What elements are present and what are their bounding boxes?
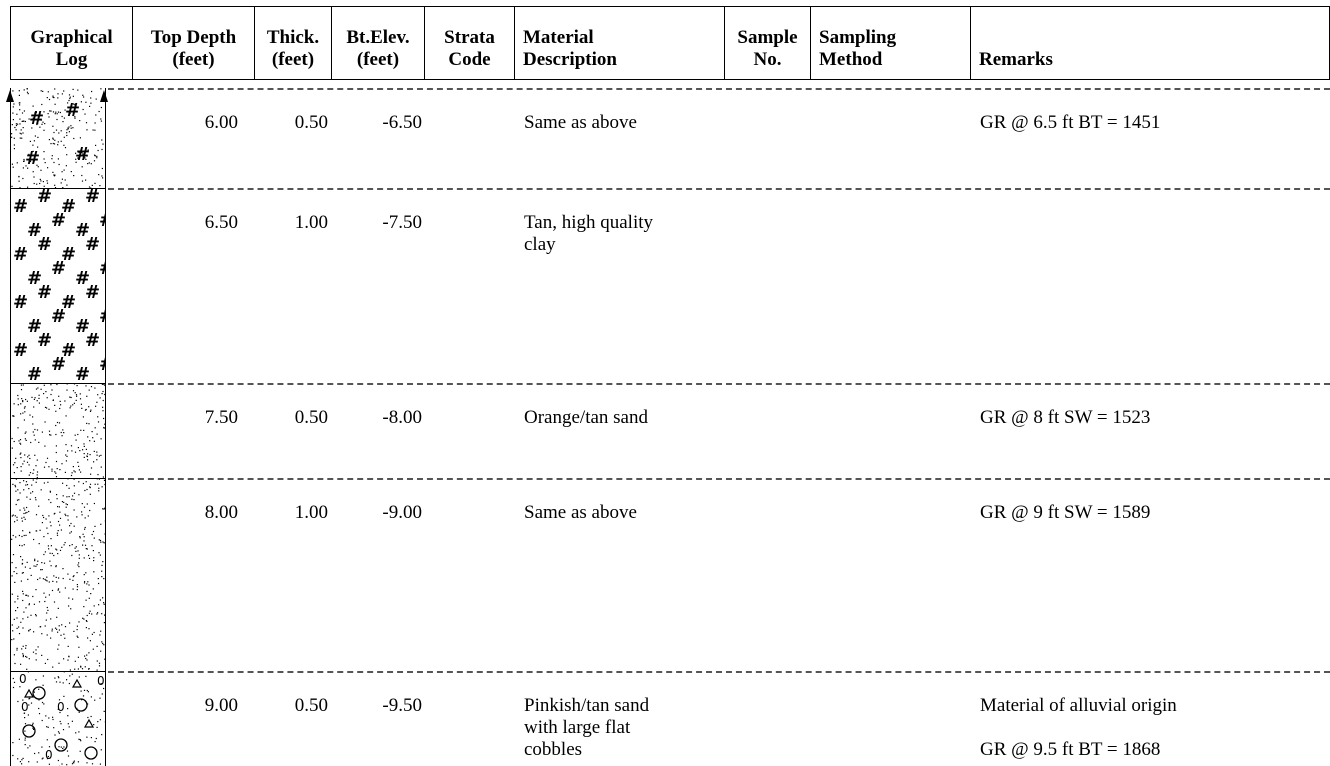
svg-text:#: # — [75, 316, 90, 337]
material-description-cell: Tan, high quality clay — [524, 212, 654, 255]
svg-text:#: # — [27, 364, 42, 383]
header-sample-no: Sample No. — [724, 6, 810, 80]
bottom-elevation-cell: -9.00 — [382, 502, 422, 523]
svg-text:#: # — [75, 364, 90, 383]
log-pattern-sand-hash: # # # # — [11, 88, 105, 189]
header-bottom-elevation: Bt.Elev. (feet) — [331, 6, 424, 80]
log-pattern-sand — [11, 478, 105, 672]
table-row: 9.00 0.50 -9.50 Pinkish/tan sand with la… — [0, 671, 1330, 766]
row-divider — [108, 671, 1330, 673]
svg-text:#: # — [13, 196, 28, 217]
svg-text:#: # — [99, 258, 105, 279]
header-graphical-log: Graphical Log — [10, 6, 132, 80]
svg-text:#: # — [85, 330, 100, 351]
svg-text:0: 0 — [19, 672, 27, 686]
svg-text:#: # — [37, 234, 52, 255]
material-description-cell: Pinkish/tan sand with large flat cobbles — [524, 695, 650, 760]
top-depth-cell: 7.50 — [204, 407, 238, 428]
svg-text:#: # — [75, 268, 90, 289]
thickness-cell: 0.50 — [294, 695, 328, 716]
remarks-cell-secondary: GR @ 9.5 ft BT = 1868 — [980, 739, 1161, 760]
svg-text:#: # — [65, 100, 80, 121]
bottom-elevation-cell: -6.50 — [382, 112, 422, 133]
svg-text:0: 0 — [45, 748, 53, 762]
bottom-elevation-cell: -9.50 — [382, 695, 422, 716]
remarks-cell: GR @ 6.5 ft BT = 1451 — [980, 112, 1161, 133]
row-divider — [108, 383, 1330, 385]
thickness-cell: 1.00 — [294, 212, 328, 233]
bottom-elevation-cell: -7.50 — [382, 212, 422, 233]
top-depth-cell: 9.00 — [204, 695, 238, 716]
log-table-header: Graphical Log Top Depth (feet) Thick. (f… — [0, 0, 1330, 88]
remarks-cell: GR @ 9 ft SW = 1589 — [980, 502, 1151, 523]
log-pattern-clay-hash: ################################ — [11, 188, 105, 384]
svg-text:#: # — [61, 340, 76, 361]
svg-text:#: # — [99, 210, 105, 231]
top-depth-cell: 6.50 — [204, 212, 238, 233]
svg-text:#: # — [51, 210, 66, 231]
svg-text:#: # — [27, 220, 42, 241]
svg-text:#: # — [25, 148, 40, 169]
bottom-elevation-cell: -8.00 — [382, 407, 422, 428]
log-pattern-sand — [11, 383, 105, 479]
log-table-body: #### ################################ 00… — [0, 88, 1330, 766]
thickness-cell: 1.00 — [294, 502, 328, 523]
svg-text:#: # — [75, 144, 90, 165]
header-strata-code: Strata Code — [424, 6, 514, 80]
svg-text:#: # — [13, 244, 28, 265]
table-row: 8.00 1.00 -9.00 Same as above GR @ 9 ft … — [0, 478, 1330, 671]
thickness-cell: 0.50 — [294, 112, 328, 133]
material-description-cell: Orange/tan sand — [524, 407, 648, 428]
svg-text:#: # — [99, 354, 105, 375]
svg-text:#: # — [99, 306, 105, 327]
svg-text:0: 0 — [57, 700, 65, 714]
svg-text:#: # — [37, 282, 52, 303]
svg-text:#: # — [37, 330, 52, 351]
row-divider — [108, 478, 1330, 480]
svg-text:#: # — [51, 354, 66, 375]
material-description-cell: Same as above — [524, 112, 637, 133]
remarks-cell: GR @ 8 ft SW = 1523 — [980, 407, 1151, 428]
header-remarks: Remarks — [970, 6, 1330, 80]
thickness-cell: 0.50 — [294, 407, 328, 428]
svg-text:0: 0 — [21, 700, 29, 714]
svg-text:0: 0 — [97, 674, 105, 688]
svg-text:#: # — [85, 282, 100, 303]
top-depth-cell: 6.00 — [204, 112, 238, 133]
svg-text:#: # — [61, 244, 76, 265]
header-sampling-method: Sampling Method — [810, 6, 970, 80]
svg-text:#: # — [85, 188, 100, 207]
svg-text:#: # — [51, 306, 66, 327]
svg-text:#: # — [37, 188, 52, 207]
svg-text:#: # — [75, 220, 90, 241]
depth-marker-icon — [6, 90, 108, 102]
table-row: 6.00 0.50 -6.50 Same as above GR @ 6.5 f… — [0, 88, 1330, 188]
table-row: 7.50 0.50 -8.00 Orange/tan sand GR @ 8 f… — [0, 383, 1330, 478]
header-top-depth: Top Depth (feet) — [132, 6, 254, 80]
graphical-log-column: #### ################################ 00… — [10, 88, 106, 766]
top-depth-cell: 8.00 — [204, 502, 238, 523]
svg-text:#: # — [61, 292, 76, 313]
remarks-cell: Material of alluvial origin — [980, 695, 1177, 716]
svg-text:#: # — [13, 292, 28, 313]
row-divider — [108, 88, 1330, 90]
svg-text:#: # — [85, 234, 100, 255]
table-row: 6.50 1.00 -7.50 Tan, high quality clay — [0, 188, 1330, 383]
svg-text:#: # — [27, 268, 42, 289]
svg-text:#: # — [61, 196, 76, 217]
svg-text:#: # — [27, 316, 42, 337]
svg-text:#: # — [13, 340, 28, 361]
row-divider — [108, 188, 1330, 190]
material-description-cell: Same as above — [524, 502, 637, 523]
svg-text:#: # — [51, 258, 66, 279]
header-thickness: Thick. (feet) — [254, 6, 331, 80]
header-material-description: Material Description — [514, 6, 724, 80]
log-pattern-cobbles: 0 0 0 0 0 — [11, 671, 105, 766]
svg-text:#: # — [29, 108, 44, 129]
